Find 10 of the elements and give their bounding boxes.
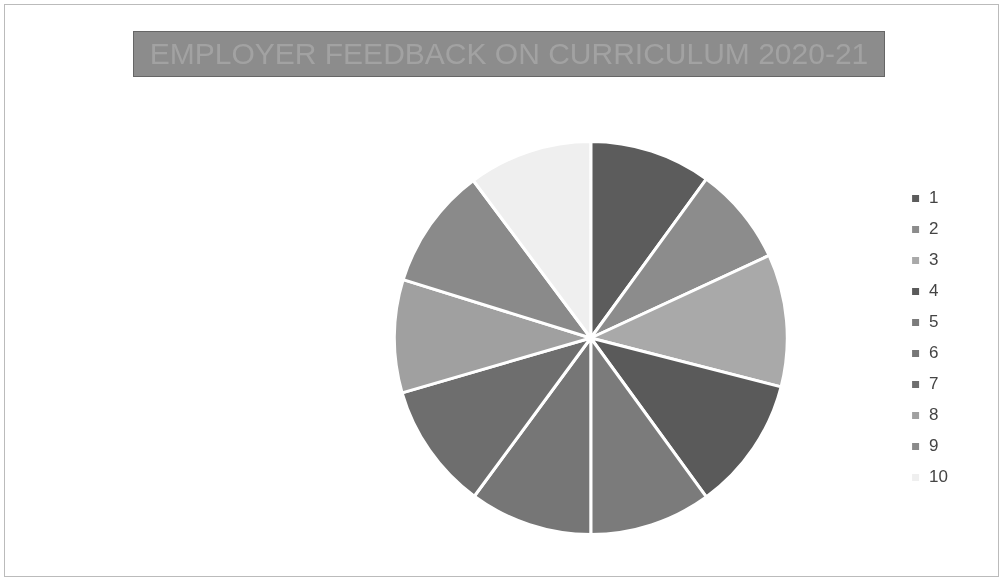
legend-label: 8 xyxy=(929,405,939,425)
legend-label: 5 xyxy=(929,312,939,332)
legend-label: 7 xyxy=(929,374,939,394)
legend-label: 4 xyxy=(929,281,939,301)
legend-label: 1 xyxy=(929,188,939,208)
legend-label: 6 xyxy=(929,343,939,363)
legend-label: 10 xyxy=(929,467,949,487)
legend-label: 2 xyxy=(929,219,939,239)
legend-label: 9 xyxy=(929,436,939,456)
legend-label: 3 xyxy=(929,250,939,270)
